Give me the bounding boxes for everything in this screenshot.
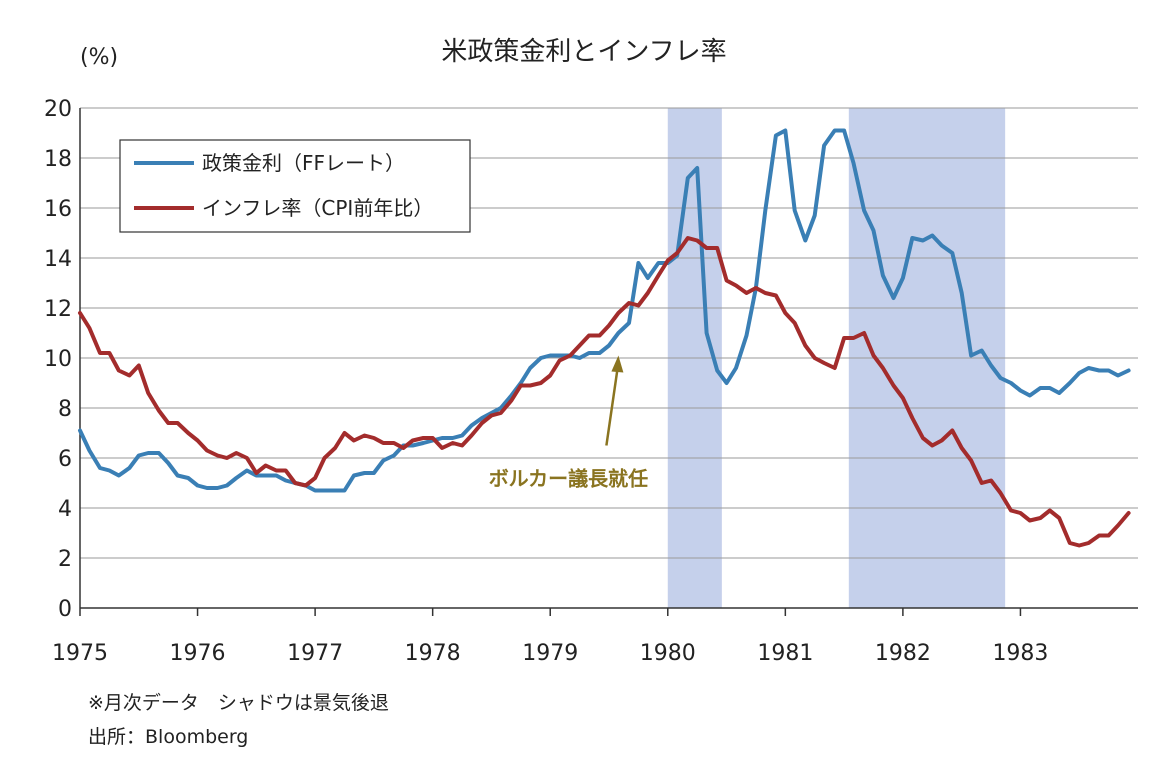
- chart-title: 米政策金利とインフレ率: [441, 37, 726, 67]
- axes: [79, 108, 1138, 609]
- legend: 政策金利（FFレート） インフレ率（CPI前年比）: [119, 139, 471, 233]
- legend-label-cpi: インフレ率（CPI前年比）: [202, 196, 433, 220]
- legend-label-ff: 政策金利（FFレート）: [202, 151, 405, 175]
- x-tick-label: 1975: [52, 641, 108, 666]
- y-tick-label: 8: [58, 397, 72, 422]
- annotation-arrow-head: [611, 355, 624, 373]
- x-tick-label: 1977: [287, 641, 343, 666]
- y-tick-label: 14: [44, 247, 72, 272]
- y-tick-label: 6: [58, 447, 72, 472]
- series-lines: [78, 128, 1131, 548]
- y-tick-labels: 0 2 4 6 8 10 12 14 16 18 20: [44, 97, 72, 622]
- x-tick-label: 1983: [992, 641, 1048, 666]
- annotation-arrow-shaft: [605, 369, 619, 446]
- y-tick-label: 2: [58, 547, 72, 572]
- y-tick-label: 16: [44, 197, 72, 222]
- legend-box: [119, 139, 471, 233]
- y-tick-label: 4: [58, 497, 72, 522]
- x-tick-label: 1981: [757, 641, 813, 666]
- annotation-label: ボルカー議長就任: [489, 467, 648, 491]
- x-tick-label: 1982: [875, 641, 931, 666]
- x-tick-label: 1976: [170, 641, 226, 666]
- series-line-0: [78, 128, 1131, 493]
- y-tick-label: 0: [58, 597, 72, 622]
- footnote-monthly: ※月次データ シャドウは景気後退: [88, 692, 389, 714]
- annotation: ボルカー議長就任: [489, 355, 648, 491]
- y-tick-label: 20: [44, 97, 72, 122]
- y-tick-label: 18: [44, 147, 72, 172]
- x-tick-labels: 1975 1976 1977 1978 1979 1980 1981 1982 1983: [52, 608, 1048, 666]
- x-tick-label: 1980: [640, 641, 696, 666]
- y-axis-unit: (%): [80, 45, 118, 70]
- series-line-1: [78, 236, 1131, 548]
- x-tick-label: 1978: [405, 641, 461, 666]
- x-tick-label: 1979: [522, 641, 578, 666]
- footnote-source: 出所：Bloomberg: [88, 726, 249, 748]
- y-tick-label: 12: [44, 297, 72, 322]
- y-tick-label: 10: [44, 347, 72, 372]
